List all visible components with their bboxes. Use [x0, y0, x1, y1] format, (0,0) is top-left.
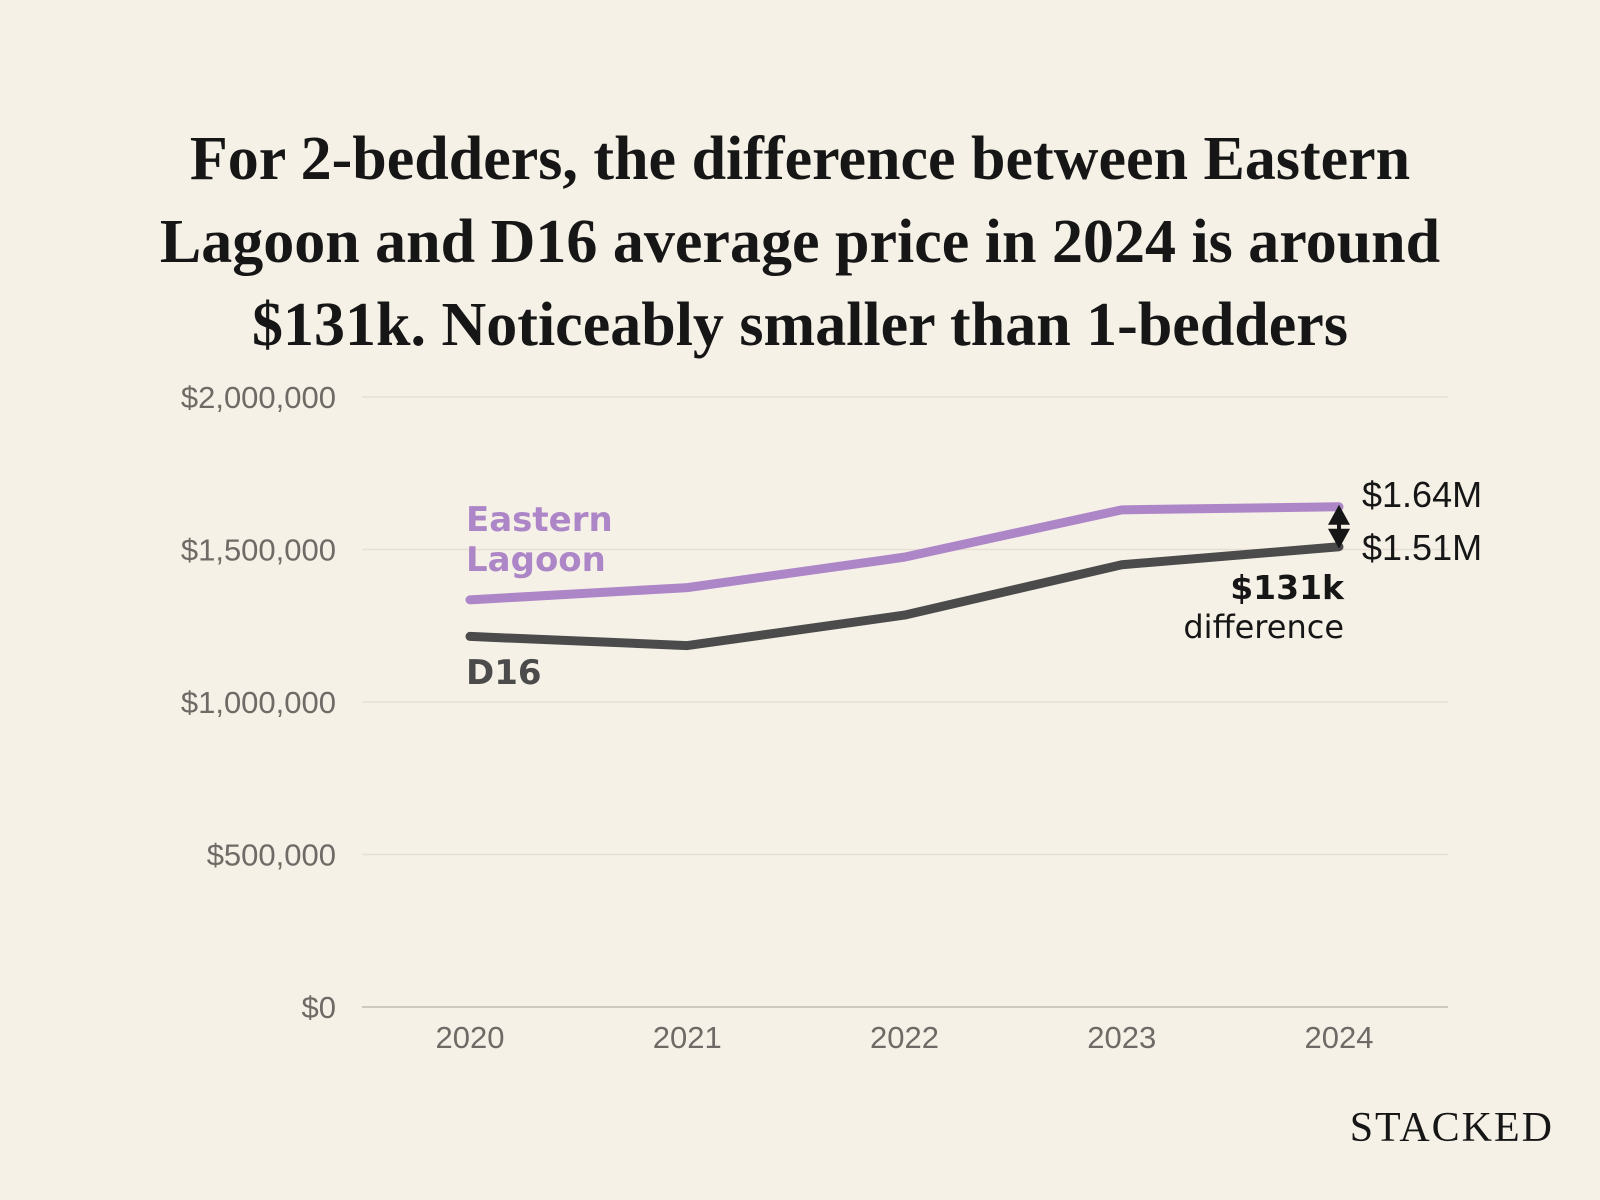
x-tick-label: 2023: [1087, 1020, 1156, 1055]
end-label-eastern-lagoon: $1.64M: [1362, 474, 1482, 515]
series-label-eastern-lagoon: Lagoon: [466, 540, 606, 580]
difference-caption: difference: [1183, 608, 1344, 646]
x-tick-label: 2021: [653, 1020, 722, 1055]
x-tick-label: 2022: [870, 1020, 939, 1055]
series-label-d16: D16: [466, 653, 542, 693]
grid-lines: [362, 396, 1448, 1008]
series-lines: [465, 502, 1344, 651]
difference-arrow-head-up: [1328, 504, 1350, 525]
brand-logo: STACKED: [1349, 1105, 1554, 1151]
y-tick-label: $500,000: [207, 838, 336, 873]
y-tick-label: $1,500,000: [181, 533, 336, 568]
x-tick-label: 2020: [436, 1020, 505, 1055]
difference-value: $131k: [1230, 568, 1345, 607]
y-tick-label: $1,000,000: [181, 685, 336, 720]
x-tick-label: 2024: [1305, 1020, 1374, 1055]
end-label-d16: $1.51M: [1362, 527, 1482, 568]
chart-title: For 2-bedders, the difference between Ea…: [159, 125, 1441, 359]
series-line-eastern-lagoon: [465, 502, 1344, 605]
y-tick-label: $2,000,000: [181, 380, 336, 415]
series-line-d16: [465, 542, 1344, 651]
y-tick-label: $0: [302, 990, 336, 1025]
difference-arrow-head-down: [1328, 528, 1350, 549]
x-axis-ticks: 2020 2021 2022 2023 2024: [436, 1020, 1374, 1055]
series-label-eastern-lagoon: Eastern: [466, 500, 613, 540]
y-axis-ticks: $0 $500,000 $1,000,000 $1,500,000 $2,000,000: [181, 380, 336, 1025]
